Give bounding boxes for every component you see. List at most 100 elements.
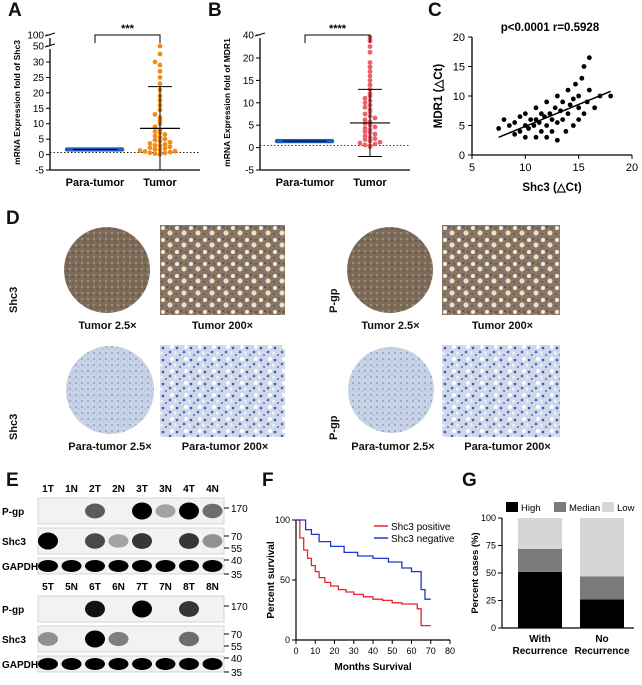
data-point: [517, 129, 523, 134]
tumor-dot: [372, 131, 378, 137]
marker-label: 40: [231, 654, 243, 665]
bar-segment: [518, 548, 562, 572]
caption-shc3-para-high: Para-tumor 200×: [181, 441, 269, 453]
tumor-dot: [162, 132, 168, 137]
tumor-dot: [367, 49, 373, 55]
tumor-dot: [362, 125, 368, 131]
x-tick-label: 0: [293, 646, 298, 656]
lane-label: 6T: [89, 582, 101, 593]
data-point: [549, 129, 555, 134]
data-point: [538, 129, 544, 134]
lane-label: 5N: [65, 582, 78, 593]
blot-band: [38, 560, 58, 572]
lane-label: 8N: [206, 582, 219, 593]
significance-stars: ***: [121, 23, 135, 35]
y-tick-label: 10: [453, 91, 465, 103]
data-point: [592, 105, 598, 111]
bar-segment: [518, 571, 562, 628]
ihc-row-label-pgp-para: P-gp: [328, 415, 340, 440]
data-point: [522, 134, 528, 140]
blot-band: [179, 658, 199, 670]
legend-swatch: [506, 502, 518, 512]
blot-row-label: P-gp: [2, 605, 24, 616]
blot-band: [132, 560, 152, 572]
blot-row-label: P-gp: [2, 507, 24, 518]
marker-label: 55: [231, 544, 243, 555]
tumor-dot: [372, 141, 378, 147]
marker-label: 70: [231, 532, 243, 543]
marker-label: 55: [231, 642, 243, 653]
tumor-dot: [172, 148, 178, 154]
marker-label: 170: [231, 602, 248, 613]
tumor-dot: [142, 149, 148, 154]
y-tick-label: 25: [486, 596, 496, 606]
blot-band: [108, 534, 129, 548]
chart-b-mdr1-expression: -5 0 5 10 15 20 40 mRNA Expression fold of MDR1…: [222, 23, 410, 189]
data-point: [512, 120, 518, 125]
y-tick-label: -5: [35, 166, 44, 177]
tumor-dot: [362, 100, 368, 106]
lane-label: 7T: [136, 582, 148, 593]
data-point: [586, 55, 592, 61]
data-point: [512, 131, 518, 137]
ihc-shc3-para-low-mag: [66, 346, 154, 434]
x-tick-label: 30: [349, 646, 359, 656]
data-point: [560, 99, 566, 105]
y-tick-label: 0: [491, 623, 496, 633]
y-tick-label: 0: [38, 150, 44, 161]
tumor-dot: [157, 81, 163, 86]
blot-band: [155, 658, 176, 670]
bar-segment: [518, 518, 562, 549]
data-point: [581, 111, 587, 117]
blot-band: [132, 502, 152, 520]
tumor-dot: [152, 151, 158, 157]
y-tick-label: 50: [280, 575, 290, 585]
lane-label: 7N: [159, 582, 172, 593]
data-point: [549, 117, 555, 122]
x-tick-label: 10: [310, 646, 320, 656]
data-point: [544, 99, 550, 105]
tumor-dot: [362, 104, 368, 110]
x-tick-label: 50: [387, 646, 397, 656]
data-point: [567, 102, 573, 108]
tumor-dot: [152, 137, 158, 143]
caption-shc3-tumor-high: Tumor 200×: [191, 320, 254, 332]
lane-label: 3N: [159, 484, 172, 495]
panel-label-b: B: [208, 0, 222, 21]
legend-label: Shc3 positive: [391, 522, 451, 533]
data-point: [506, 123, 512, 128]
legend-label: Low: [617, 503, 635, 514]
significance-bracket: [94, 34, 161, 43]
data-point: [570, 123, 576, 128]
blot-band: [85, 600, 105, 618]
chart-f-survival: 0 10 20 30 40 50 60 70 80 0 50 100 Months Survival Pe…: [266, 515, 455, 673]
marker-label: 35: [231, 668, 243, 679]
ihc-pgp-tumor-low-mag: [347, 227, 433, 313]
panel-label-c: C: [428, 0, 442, 21]
y-tick-label: 15: [453, 62, 465, 74]
chart-g-recurrence: 0255075100WithRecurrenceNoRecurrencePerc…: [470, 502, 635, 657]
y-tick-label: 20: [33, 88, 45, 99]
tumor-dot: [162, 136, 168, 142]
legend-label: High: [521, 503, 541, 514]
tumor-dot: [167, 139, 173, 145]
caption-pgp-tumor-high: Tumor 200×: [471, 320, 534, 332]
tumor-dot: [157, 75, 163, 80]
lane-label: 4T: [183, 484, 195, 495]
tumor-dot: [357, 140, 363, 146]
blot-band: [108, 631, 129, 647]
tumor-dot: [362, 137, 368, 142]
x-tick-label: 40: [368, 646, 378, 656]
data-point: [531, 123, 537, 128]
tumor-dot: [367, 44, 373, 49]
data-point: [579, 75, 585, 81]
blot-band: [85, 560, 105, 572]
data-point: [608, 93, 614, 99]
tumor-dot: [362, 111, 368, 117]
legend-swatch: [602, 502, 614, 512]
caption-shc3-para-low: Para-tumor 2.5×: [68, 441, 152, 453]
y-tick-label: 0: [248, 143, 254, 154]
tumor-dot: [152, 129, 158, 134]
